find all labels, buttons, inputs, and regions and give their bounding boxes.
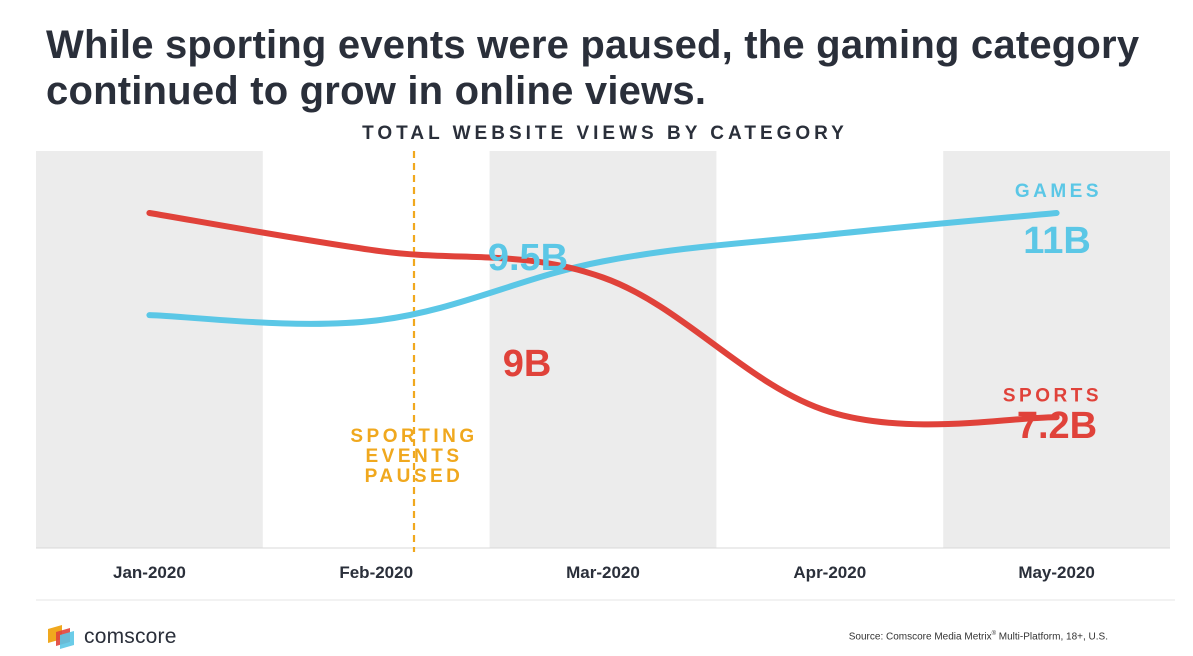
series-lines — [146, 210, 1060, 428]
paused-label-line: PAUSED — [365, 466, 464, 487]
paused-label-line: SPORTING — [350, 426, 477, 447]
chart-title: TOTAL WEBSITE VIEWS BY CATEGORY — [362, 123, 848, 144]
x-tick-apr-2020: Apr-2020 — [793, 563, 866, 582]
source-prefix: Source: Comscore Media Metrix — [848, 631, 992, 643]
series-name-sports: SPORTS — [1003, 385, 1102, 406]
x-tick-mar-2020: Mar-2020 — [566, 563, 640, 582]
series-line-sports — [146, 210, 1060, 428]
source-suffix: Multi-Platform, 18+, U.S. — [996, 631, 1108, 643]
band-mar-2020 — [489, 151, 717, 548]
x-tick-labels: Jan-2020 Feb-2020 Mar-2020 Apr-2020 May-2020 — [113, 563, 1095, 582]
band-jan-2020 — [36, 151, 263, 548]
comscore-logo: comscore — [48, 625, 177, 649]
series-line-games — [146, 210, 1060, 327]
page-title: While sporting events were paused, the g… — [46, 23, 1140, 113]
chart-bands — [36, 151, 1170, 548]
value-label-sports: 9B — [503, 343, 552, 385]
series-name-games: GAMES — [1015, 181, 1102, 202]
x-tick-jan-2020: Jan-2020 — [113, 563, 186, 582]
value-labels: 9.5B 11B 9B 7.2B — [488, 220, 1097, 447]
paused-label-line: EVENTS — [365, 446, 462, 467]
source-mark: ® — [991, 631, 997, 637]
series-names: GAMES SPORTS — [1003, 181, 1102, 406]
comscore-logo-icon — [48, 625, 74, 649]
logo-wordmark: comscore — [84, 625, 177, 648]
value-label-games: 11B — [1023, 220, 1091, 262]
x-tick-feb-2020: Feb-2020 — [339, 563, 413, 582]
value-label-games: 9.5B — [488, 237, 568, 279]
value-label-sports: 7.2B — [1017, 405, 1097, 447]
source-note: Source: Comscore Media Metrix® Multi-Pla… — [849, 631, 1108, 642]
x-tick-may-2020: May-2020 — [1018, 563, 1095, 582]
